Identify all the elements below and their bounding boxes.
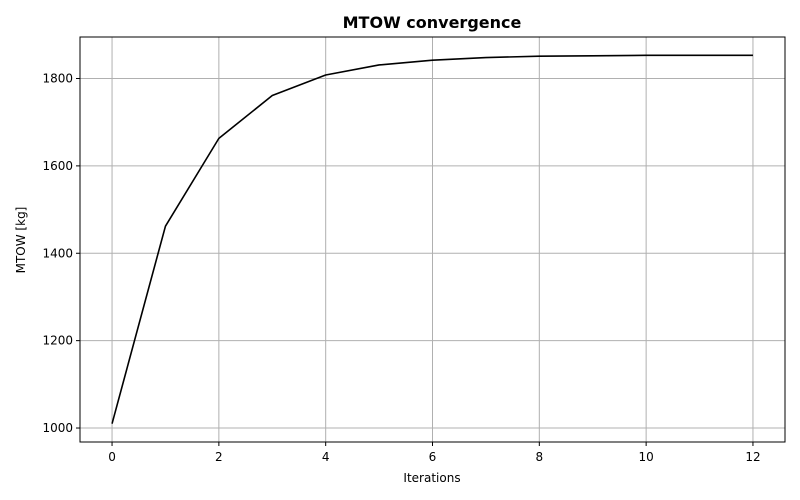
- x-tick-label: 2: [215, 450, 223, 464]
- grid-lines: [80, 37, 785, 442]
- x-tick-label: 8: [535, 450, 543, 464]
- y-tick-label: 1200: [42, 334, 73, 348]
- y-tick-label: 1400: [42, 246, 73, 260]
- x-axis-label: Iterations: [403, 471, 460, 485]
- mtow-series-line: [111, 54, 753, 424]
- y-axis-label: MTOW [kg]: [14, 207, 28, 274]
- y-tick-label: 1000: [42, 421, 73, 435]
- x-tick-label: 4: [322, 450, 330, 464]
- x-tick-label: 0: [108, 450, 116, 464]
- y-tick-label: 1800: [42, 72, 73, 86]
- plot-area: [111, 54, 753, 424]
- axis-ticks: 0 2 4 6 8 10 12 1000 1200 1400 1600 1800: [42, 72, 760, 464]
- x-tick-label: 12: [745, 450, 760, 464]
- x-tick-label: 10: [638, 450, 653, 464]
- x-tick-label: 6: [429, 450, 437, 464]
- chart-title: MTOW convergence: [343, 13, 522, 32]
- y-tick-label: 1600: [42, 159, 73, 173]
